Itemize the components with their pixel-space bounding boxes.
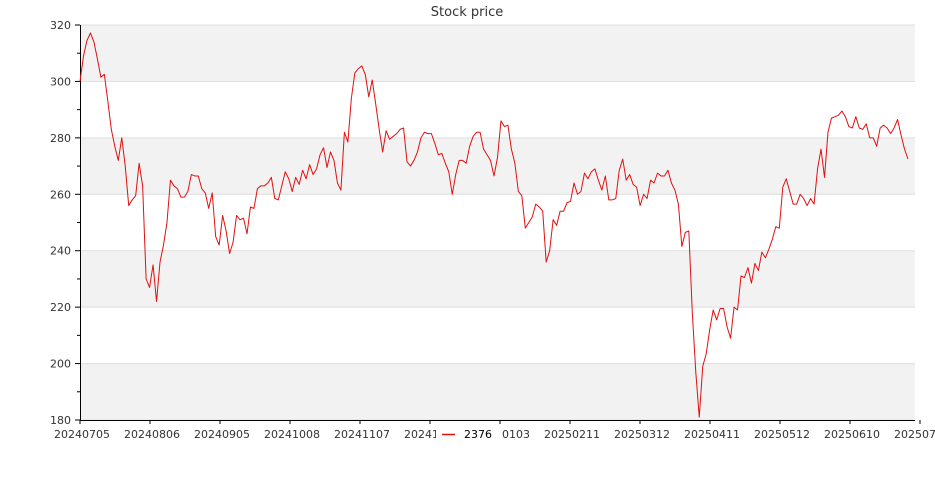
grid-band — [80, 363, 915, 420]
y-tick-label: 200 — [50, 358, 71, 371]
y-tick-label: 260 — [50, 188, 71, 201]
x-tick-label: 20250610 — [824, 428, 880, 441]
legend-background — [436, 426, 502, 442]
x-tick-label: 20250411 — [684, 428, 740, 441]
x-tick-label: 20240905 — [194, 428, 250, 441]
grid-band — [80, 137, 915, 195]
chart-title: Stock price — [431, 5, 503, 20]
legend: 2376 — [436, 426, 502, 442]
x-tick-label: 20250312 — [614, 428, 670, 441]
y-tick-label: 280 — [50, 132, 71, 145]
x-tick-label: 20241008 — [264, 428, 320, 441]
axes: 180 200 220 240 260 280 300 320 20240705 20240806… — [50, 19, 935, 441]
y-tick-label: 220 — [50, 301, 71, 314]
y-tick-label: 320 — [50, 19, 71, 32]
series-line — [79, 32, 909, 418]
x-tick-label: 20250709 — [894, 428, 935, 441]
grid-band — [80, 25, 915, 82]
y-tick-label: 240 — [50, 245, 71, 258]
x-tick-label: 20240705 — [54, 428, 110, 441]
y-tick-label: 300 — [50, 75, 71, 88]
gridlines — [80, 24, 915, 421]
legend-label: 2376 — [464, 428, 492, 441]
x-tick-label: 20241107 — [334, 428, 390, 441]
grid-band — [80, 250, 915, 308]
series-layer — [79, 32, 909, 418]
x-tick-label: 20250211 — [544, 428, 600, 441]
grid-bands — [80, 25, 915, 420]
x-tick-label: 20240806 — [124, 428, 180, 441]
y-tick-label: 180 — [50, 414, 71, 427]
x-tick-label: 20250512 — [754, 428, 810, 441]
